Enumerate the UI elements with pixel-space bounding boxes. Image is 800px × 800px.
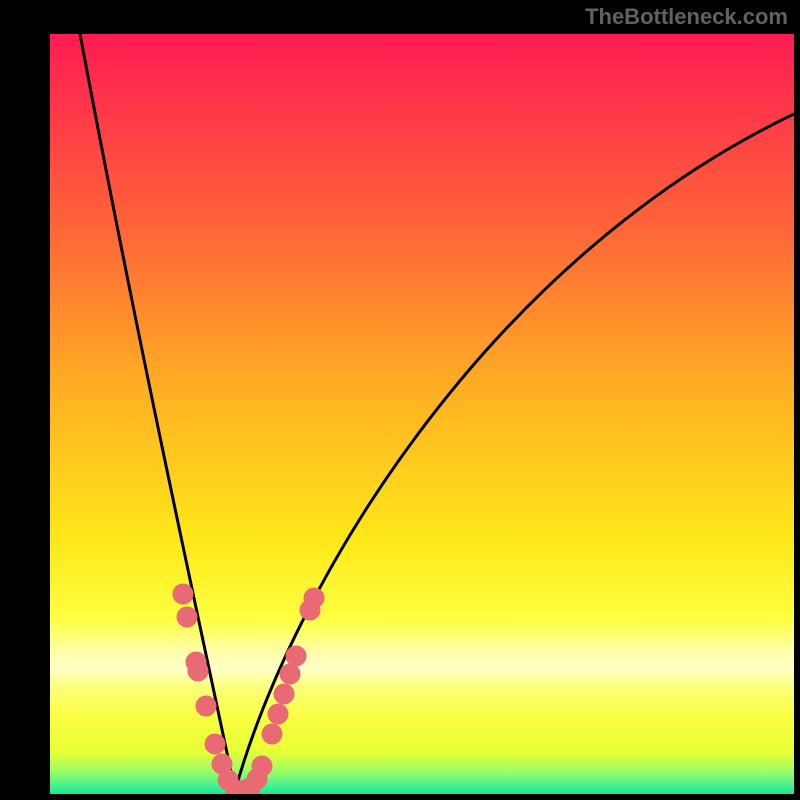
watermark-text: TheBottleneck.com — [585, 4, 788, 30]
chart-container: TheBottleneck.com — [0, 0, 800, 800]
data-point — [274, 684, 295, 705]
data-point — [196, 696, 217, 717]
data-point — [177, 607, 198, 628]
gradient-background — [50, 34, 794, 794]
data-point — [268, 704, 289, 725]
data-point — [262, 724, 283, 745]
chart-svg — [50, 34, 794, 794]
data-point — [304, 588, 325, 609]
data-point — [280, 664, 301, 685]
plot-area — [50, 34, 794, 794]
data-point — [188, 661, 209, 682]
data-point — [252, 756, 273, 777]
data-point — [286, 646, 307, 667]
data-point — [205, 734, 226, 755]
data-point — [173, 584, 194, 605]
